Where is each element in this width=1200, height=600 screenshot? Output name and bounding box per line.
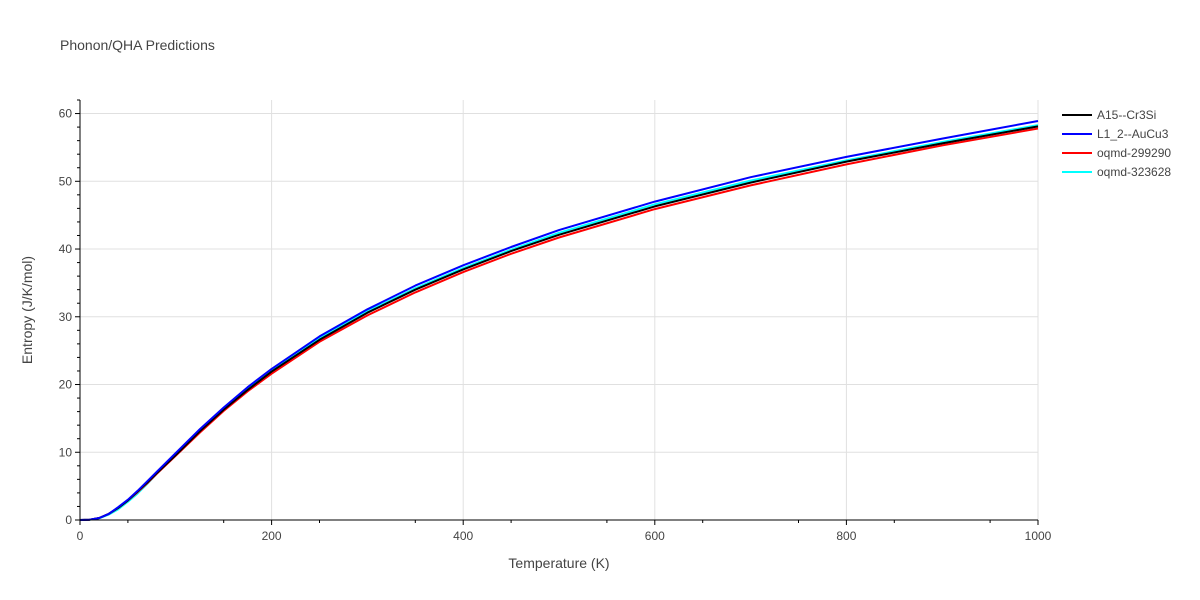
legend-label-2: oqmd-299290 [1097, 146, 1171, 160]
y-tick-label-1: 10 [59, 445, 73, 459]
x-tick-label-5: 1000 [1025, 529, 1052, 543]
y-tick-label-2: 20 [59, 378, 73, 392]
legend-label-1: L1_2--AuCu3 [1097, 127, 1169, 141]
x-tick-label-1: 200 [262, 529, 282, 543]
y-tick-label-4: 40 [59, 242, 73, 256]
x-tick-label-4: 800 [836, 529, 856, 543]
series-line-1 [79, 120, 1039, 521]
y-tick-label-5: 50 [59, 174, 73, 188]
y-tick-label-0: 0 [65, 513, 72, 527]
legend-label-0: A15--Cr3Si [1097, 108, 1156, 122]
series-line-2 [79, 127, 1039, 521]
x-tick-label-3: 600 [645, 529, 665, 543]
series-line-0 [79, 125, 1039, 521]
chart-title: Phonon/QHA Predictions [60, 37, 215, 53]
series-line-3 [79, 124, 1039, 521]
series-lines [79, 120, 1039, 521]
x-tick-label-2: 400 [453, 529, 473, 543]
y-tick-label-6: 60 [59, 107, 73, 121]
grid-lines [80, 100, 1039, 520]
legend: A15--Cr3Si L1_2--AuCu3 oqmd-299290 oqmd-323… [1062, 108, 1171, 179]
axes [75, 99, 1039, 525]
y-tick-label-3: 30 [59, 310, 73, 324]
x-axis-title: Temperature (K) [508, 555, 609, 571]
legend-label-3: oqmd-323628 [1097, 165, 1171, 179]
x-tick-label-0: 0 [77, 529, 84, 543]
y-axis-title: Entropy (J/K/mol) [19, 256, 35, 364]
